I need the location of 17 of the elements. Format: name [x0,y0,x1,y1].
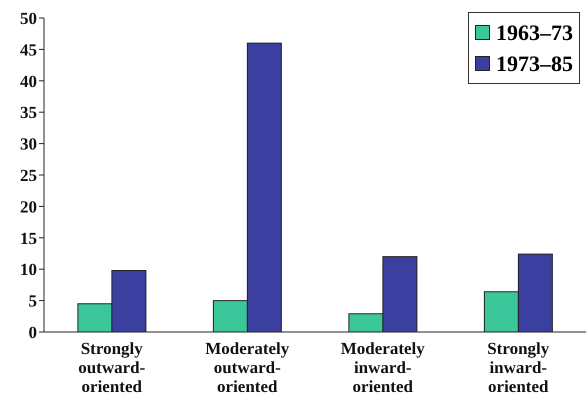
x-tick-label: Strongly outward-oriented [78,339,146,396]
y-tick-label: 5 [28,292,37,311]
x-tick-label: Strongly inward-oriented [487,339,550,396]
y-tick-label: 50 [20,9,37,28]
x-tick-label: Moderately inward-oriented [340,339,426,396]
y-tick-label: 35 [20,103,37,122]
legend-label: 1963–73 [496,19,573,47]
y-tick-label: 45 [20,40,37,60]
x-tick-label: Moderately outward-oriented [205,339,290,396]
legend-label: 1973–85 [496,50,573,78]
y-tick-label: 30 [20,134,37,154]
y-tick-label: 25 [20,166,37,186]
y-tick-label: 10 [20,260,37,280]
y-tick-label: 0 [28,323,37,342]
y-tick-label: 20 [20,197,37,216]
y-tick-label: 40 [20,72,37,91]
y-tick-label: 15 [20,228,37,248]
